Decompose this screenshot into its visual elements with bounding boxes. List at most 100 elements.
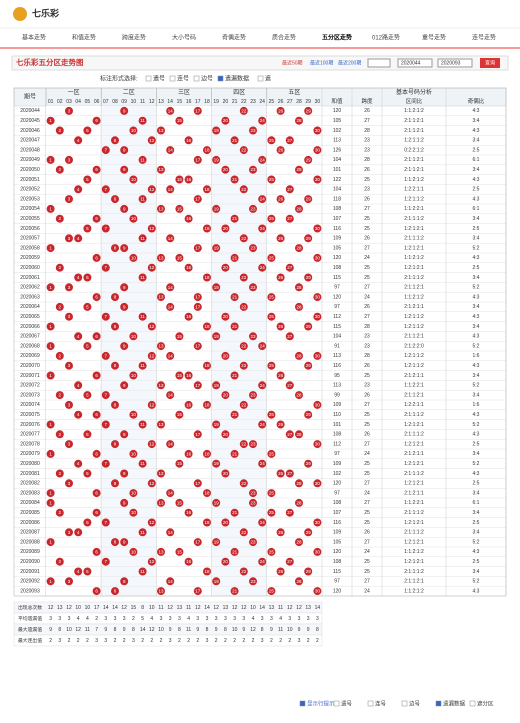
drawn-number <box>203 449 211 458</box>
period: 2020051 <box>20 177 40 183</box>
checkbox[interactable] <box>169 75 176 82</box>
stat-header: 跨度 <box>361 97 373 105</box>
nav-link[interactable]: 连号走势 <box>472 34 496 42</box>
period: 2020064 <box>20 304 40 310</box>
nav-link[interactable]: 基本走势 <box>22 34 46 42</box>
checkbox[interactable] <box>257 75 264 82</box>
drawn-number-label: 2 <box>59 559 62 564</box>
drawn-number-label: 24 <box>260 118 266 123</box>
stat-value: 112 <box>333 441 341 447</box>
checkbox[interactable] <box>333 700 340 707</box>
stat-value: 1:1:2:1:2 <box>404 177 424 183</box>
drawn-number <box>129 371 138 380</box>
checkbox[interactable] <box>299 700 306 707</box>
nav-link[interactable]: 重号走势 <box>422 34 446 42</box>
range-link[interactable]: 最近50期 <box>282 59 303 66</box>
stat-value: 2:1:1:2:1 <box>404 167 424 173</box>
range-link[interactable]: 最近200期 <box>338 59 361 66</box>
checkbox[interactable] <box>367 700 374 707</box>
range-link[interactable]: 最近100期 <box>310 59 333 66</box>
checkbox[interactable] <box>145 75 152 82</box>
drawn-number <box>55 351 64 360</box>
summary-value: 3 <box>68 616 71 622</box>
drawn-number-label: 1 <box>49 373 52 378</box>
drawn-number-label: 9 <box>123 344 126 349</box>
drawn-number <box>212 126 221 135</box>
drawn-number-label: 30 <box>315 177 321 182</box>
select-box[interactable] <box>367 58 391 68</box>
stat-value: 2:1:1:1:2 <box>404 569 424 575</box>
drawn-number <box>166 528 175 537</box>
checkbox[interactable] <box>435 700 442 707</box>
number-header: 14 <box>167 99 173 105</box>
summary-value: 3 <box>261 616 264 622</box>
drawn-number <box>120 498 129 507</box>
drawn-number <box>147 185 156 194</box>
stat-value: 1:1:2:2:1 <box>404 383 424 389</box>
drawn-number <box>175 410 184 419</box>
drawn-number-label: 13 <box>158 549 164 554</box>
drawn-number-label: 6 <box>95 216 98 221</box>
drawn-number-label: 3 <box>68 442 71 447</box>
checkbox[interactable] <box>469 700 476 707</box>
query-button-label[interactable]: 查询 <box>485 59 495 66</box>
checkbox[interactable] <box>193 75 200 82</box>
stat-value: 3:4 <box>473 490 480 496</box>
option-label: 遗号 <box>153 75 165 83</box>
drawn-number <box>212 204 221 213</box>
stat-value: 115 <box>333 324 341 330</box>
summary-value: 2 <box>252 638 255 644</box>
stat-value: 2:5 <box>473 441 480 447</box>
drawn-number-label: 7 <box>105 353 108 358</box>
drawn-number <box>120 381 129 390</box>
summary-value: 3 <box>206 616 209 622</box>
stat-value: 4:3 <box>473 294 480 300</box>
period: 2020073 <box>20 392 40 398</box>
drawn-number-label: 23 <box>250 442 256 447</box>
from-input[interactable]: 2020044 <box>401 60 421 66</box>
drawn-number <box>295 538 303 547</box>
input-box[interactable] <box>397 58 433 68</box>
stat-value: 2:1:1:1:2 <box>404 432 424 438</box>
drawn-number <box>304 155 313 164</box>
drawn-number <box>184 449 193 458</box>
nav-link[interactable]: 012路走势 <box>372 34 400 42</box>
drawn-number-label: 14 <box>168 530 174 535</box>
period: 2020053 <box>20 196 40 202</box>
nav-link[interactable]: 和值走势 <box>72 34 96 42</box>
checkbox[interactable] <box>217 75 224 82</box>
drawn-number-label: 25 <box>269 491 275 496</box>
drawn-number-label: 9 <box>123 108 126 113</box>
summary-value: 8 <box>58 627 61 633</box>
nav-link[interactable]: 大小号码 <box>172 34 196 42</box>
nav-link[interactable]: 质合走势 <box>272 34 296 42</box>
input-box[interactable] <box>437 58 473 68</box>
drawn-number <box>267 175 276 184</box>
drawn-number <box>230 253 239 262</box>
drawn-number <box>65 234 73 243</box>
drawn-number-label: 19 <box>214 246 220 251</box>
stat-value: 2:5 <box>473 559 480 565</box>
drawn-number <box>276 371 285 380</box>
checkbox[interactable] <box>401 700 408 707</box>
query-button[interactable] <box>480 58 500 68</box>
period: 2020044 <box>20 108 40 114</box>
stat-value: 27 <box>364 579 370 585</box>
drawn-number <box>175 253 184 262</box>
to-input[interactable]: 2020093 <box>441 60 461 66</box>
period: 2020076 <box>20 422 40 428</box>
stat-value: 116 <box>333 363 341 369</box>
number-header: 17 <box>195 99 201 105</box>
nav-link[interactable]: 跨度走势 <box>122 34 146 42</box>
stat-value: 25 <box>364 177 370 183</box>
nav-link[interactable]: 奇偶走势 <box>222 34 246 42</box>
summary-value: 2 <box>270 638 273 644</box>
drawn-number-label: 13 <box>158 344 164 349</box>
drawn-number <box>276 273 285 282</box>
drawn-number-label: 22 <box>241 304 247 309</box>
stat-value: 0:2:2:1:2 <box>404 147 424 153</box>
drawn-number <box>258 116 267 125</box>
drawn-number-label: 14 <box>168 579 174 584</box>
stat-value: 1:1:2:1:2 <box>404 255 424 261</box>
nav-link[interactable]: 五分区走势 <box>322 34 352 42</box>
